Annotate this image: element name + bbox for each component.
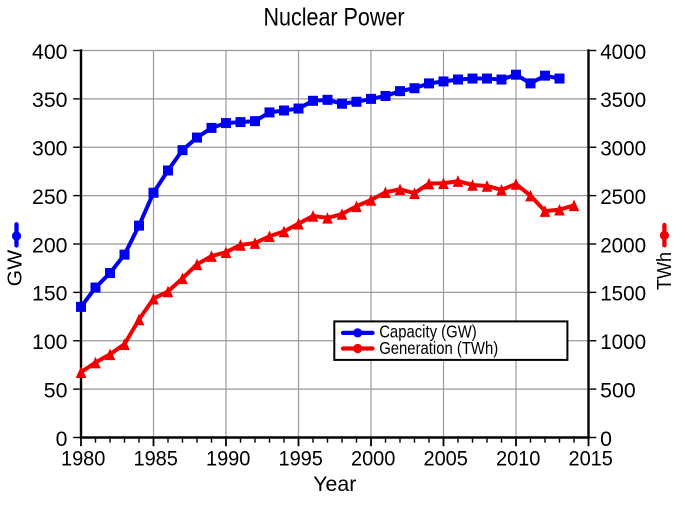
svg-text:350: 350: [32, 89, 68, 112]
svg-text:100: 100: [32, 331, 68, 354]
svg-text:500: 500: [600, 379, 636, 402]
svg-text:1995: 1995: [278, 447, 323, 470]
svg-text:0: 0: [600, 428, 612, 451]
svg-text:2015: 2015: [568, 447, 613, 470]
svg-text:1990: 1990: [206, 447, 251, 470]
svg-text:0: 0: [56, 428, 68, 451]
svg-text:1000: 1000: [600, 331, 646, 354]
svg-text:300: 300: [32, 138, 68, 161]
svg-text:2005: 2005: [423, 447, 468, 470]
svg-text:2000: 2000: [351, 447, 396, 470]
svg-text:Nuclear Power: Nuclear Power: [264, 4, 405, 32]
svg-text:50: 50: [44, 379, 68, 402]
svg-text:2000: 2000: [600, 234, 646, 257]
svg-text:TWh: TWh: [653, 252, 676, 290]
svg-text:GW: GW: [4, 249, 27, 286]
svg-text:150: 150: [32, 283, 68, 306]
svg-text:2500: 2500: [600, 186, 646, 209]
svg-text:4000: 4000: [600, 41, 646, 64]
svg-text:Year: Year: [313, 472, 356, 496]
svg-text:3500: 3500: [600, 89, 646, 112]
svg-text:3000: 3000: [600, 138, 646, 161]
svg-text:250: 250: [32, 186, 68, 209]
svg-text:200: 200: [32, 234, 68, 257]
svg-text:Capacity (GW): Capacity (GW): [379, 322, 477, 342]
svg-text:1980: 1980: [61, 447, 106, 470]
svg-text:2010: 2010: [496, 447, 541, 470]
svg-text:1985: 1985: [133, 447, 178, 470]
svg-text:1500: 1500: [600, 283, 646, 306]
svg-text:400: 400: [32, 41, 68, 64]
svg-text:Generation (TWh): Generation (TWh): [379, 338, 498, 358]
